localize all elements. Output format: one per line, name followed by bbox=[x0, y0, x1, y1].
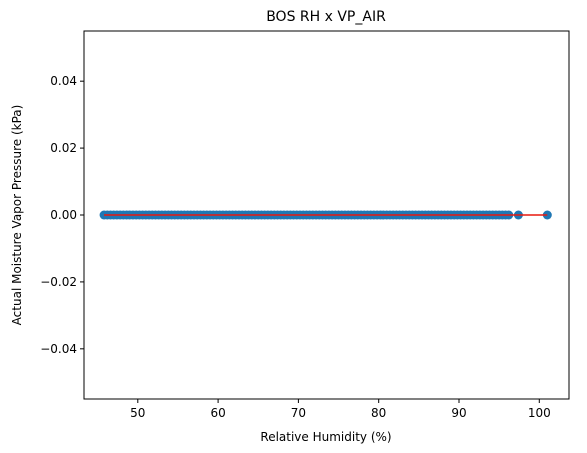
y-tick-label: 0.00 bbox=[50, 208, 77, 222]
x-tick-label: 70 bbox=[291, 406, 306, 420]
x-axis: 50 60 70 80 90 100 bbox=[130, 399, 551, 420]
y-tick-label: 0.02 bbox=[50, 141, 77, 155]
x-tick-label: 50 bbox=[130, 406, 145, 420]
x-tick-label: 60 bbox=[210, 406, 225, 420]
x-tick-label: 100 bbox=[528, 406, 551, 420]
y-tick-label: −0.02 bbox=[40, 275, 77, 289]
chart-title: BOS RH x VP_AIR bbox=[266, 9, 386, 25]
y-tick-label: −0.04 bbox=[40, 342, 77, 356]
x-tick-label: 90 bbox=[451, 406, 466, 420]
y-axis: −0.04 −0.02 0.00 0.02 0.04 bbox=[40, 74, 84, 356]
x-tick-label: 80 bbox=[371, 406, 386, 420]
y-tick-label: 0.04 bbox=[50, 74, 77, 88]
x-axis-label: Relative Humidity (%) bbox=[260, 430, 391, 444]
y-axis-label: Actual Moisture Vapor Pressure (kPa) bbox=[10, 105, 24, 326]
